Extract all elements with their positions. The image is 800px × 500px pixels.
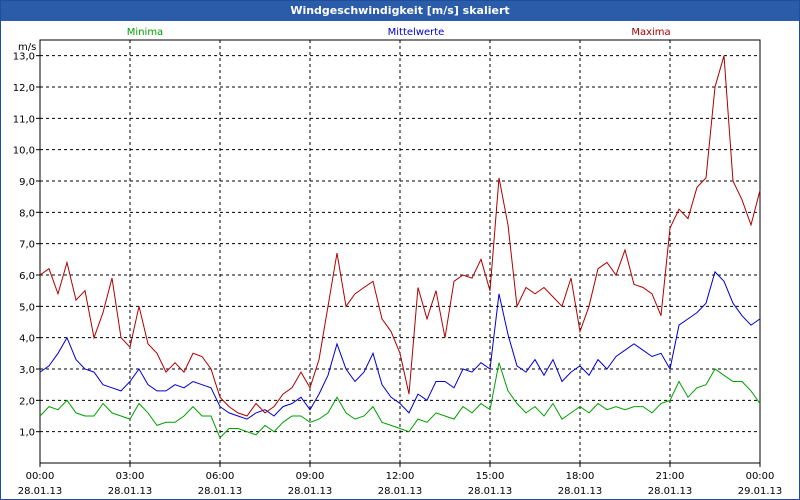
x-tick-date: 28.01.13 — [18, 486, 63, 497]
series-line-minima — [39, 362, 761, 439]
y-tick-label: 5,0 — [19, 302, 35, 313]
y-tick-label: 12,0 — [13, 83, 35, 94]
y-tick-label: 6,0 — [19, 271, 35, 282]
x-tick-time: 00:00 — [26, 471, 55, 482]
x-tick-date: 28.01.13 — [198, 486, 243, 497]
y-tick-label: 8,0 — [19, 208, 35, 219]
x-tick-time: 09:00 — [296, 471, 325, 482]
x-tick-time: 03:00 — [116, 471, 145, 482]
y-tick-label: 13,0 — [13, 52, 35, 63]
x-tick-date: 28.01.13 — [468, 486, 513, 497]
chart-title: Windgeschwindigkeit [m/s] skaliert — [1, 1, 799, 21]
legend-minima: Minima — [127, 27, 163, 38]
x-tick-time: 21:00 — [656, 471, 685, 482]
x-tick-date: 28.01.13 — [648, 486, 693, 497]
y-tick-label: 7,0 — [19, 240, 35, 251]
y-tick-label: 10,0 — [13, 146, 35, 157]
x-tick-time: 12:00 — [386, 471, 415, 482]
x-tick-date: 28.01.13 — [288, 486, 333, 497]
legend-mittelwerte: Mittelwerte — [388, 27, 445, 38]
x-tick-time: 06:00 — [206, 471, 235, 482]
x-tick-time: 00:00 — [746, 471, 775, 482]
y-tick-label: 11,0 — [13, 114, 35, 125]
y-tick-label: 9,0 — [19, 177, 35, 188]
x-tick-date: 28.01.13 — [378, 486, 423, 497]
x-tick-date: 28.01.13 — [108, 486, 153, 497]
series-line-mittelwerte — [39, 270, 761, 420]
y-tick-label: 3,0 — [19, 365, 35, 376]
x-tick-date: 29.01.13 — [738, 486, 783, 497]
legend-maxima: Maxima — [631, 27, 670, 38]
y-tick-label: 2,0 — [19, 396, 35, 407]
series-line-maxima — [39, 55, 761, 417]
y-tick-label: 1,0 — [19, 428, 35, 439]
x-tick-time: 18:00 — [566, 471, 595, 482]
x-tick-date: 28.01.13 — [558, 486, 603, 497]
x-tick-time: 15:00 — [476, 471, 505, 482]
y-tick-label: 4,0 — [19, 334, 35, 345]
y-axis-label: m/s — [18, 42, 36, 53]
